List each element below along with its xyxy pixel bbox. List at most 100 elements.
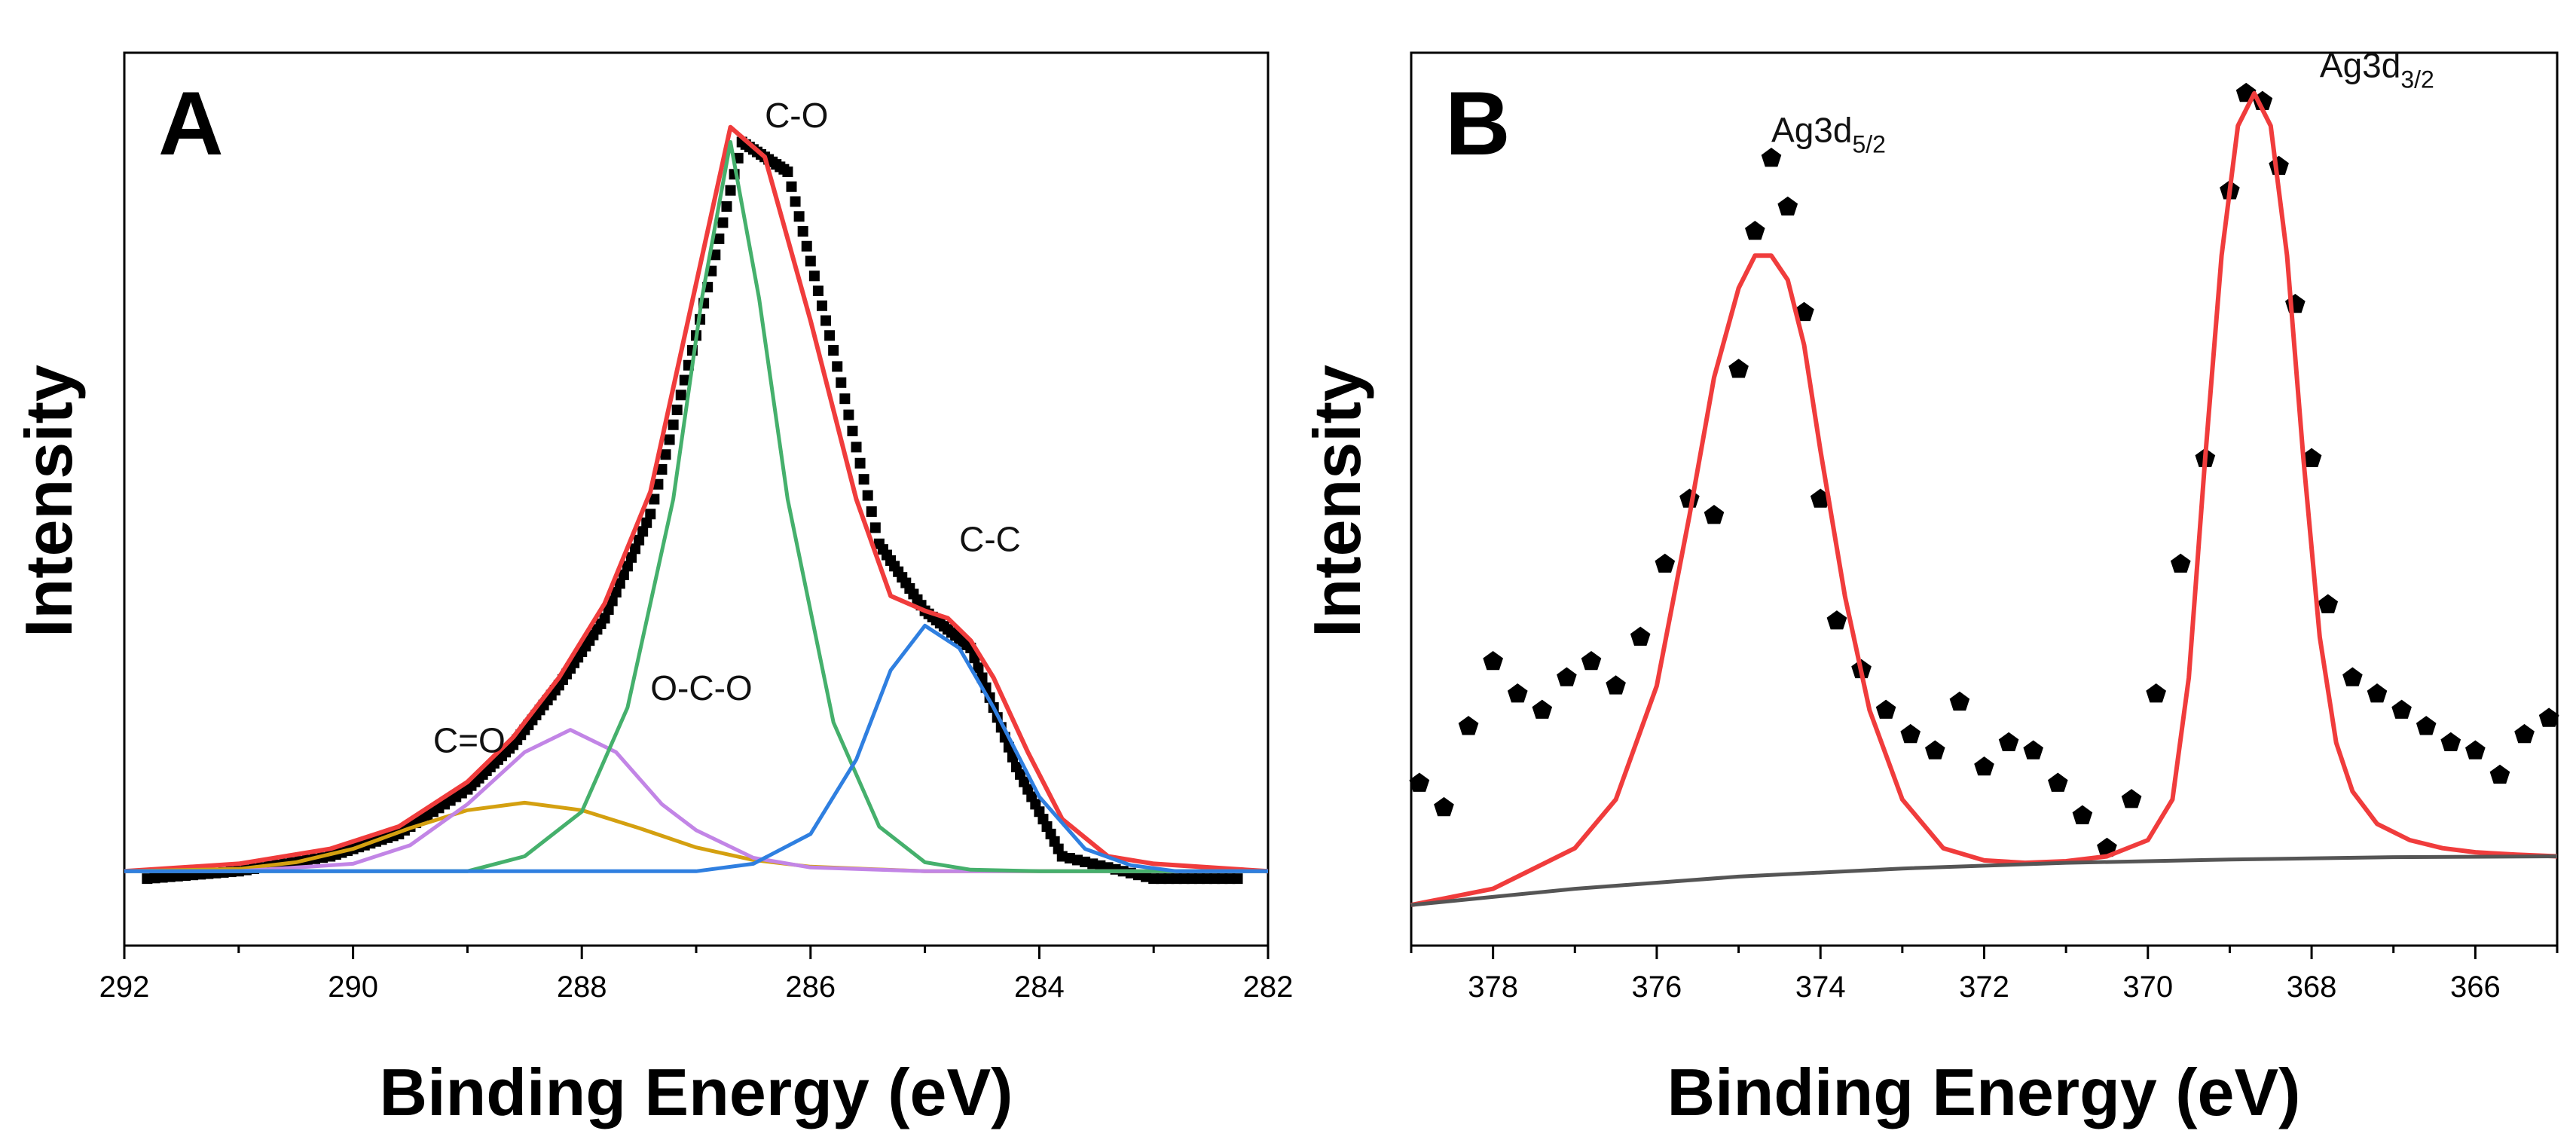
data-point <box>610 586 622 598</box>
data-point <box>2391 699 2412 719</box>
x-tick-label-b: 372 <box>1959 970 2009 1004</box>
data-point <box>1875 699 1896 719</box>
data-point <box>832 361 843 372</box>
data-point <box>866 506 877 517</box>
data-point <box>2416 716 2437 735</box>
data-point <box>1630 626 1651 646</box>
series-fit-line-b <box>1410 90 2558 908</box>
panel-letter-a: A <box>158 73 224 174</box>
y-axis-title-a: Intensity <box>11 365 86 637</box>
data-point <box>1745 221 1765 240</box>
x-tick-label-b: 376 <box>1632 970 1682 1004</box>
series-a <box>124 124 1269 885</box>
data-point <box>2121 789 2142 808</box>
data-point <box>618 569 629 580</box>
x-ticks-b: 378 376 374 372 370 368 366 <box>1410 946 2559 1004</box>
data-point <box>1998 732 2019 751</box>
plot-frame-b <box>1410 51 2559 947</box>
data-point <box>786 181 797 192</box>
data-point <box>645 509 656 520</box>
data-point <box>824 330 836 341</box>
data-point <box>793 211 805 222</box>
data-point <box>1232 873 1243 885</box>
data-point <box>820 315 832 326</box>
data-point <box>858 474 869 485</box>
x-tick-label-a: 282 <box>1243 970 1294 1004</box>
data-point <box>1949 691 1970 711</box>
x-tick-label-a: 284 <box>1014 970 1065 1004</box>
annotation-subscript: 5/2 <box>1852 131 1885 158</box>
data-point <box>1900 723 1921 744</box>
data-point <box>1458 716 1479 735</box>
panel-b: B Intensity Binding Energy (eV) 378 376 37… <box>1300 45 2559 1129</box>
x-tick-label-b: 368 <box>2287 970 2337 1004</box>
data-point <box>2170 553 2191 573</box>
data-point <box>710 249 721 261</box>
data-point <box>2301 448 2322 467</box>
data-point <box>1532 699 1553 719</box>
x-axis-title-a: Binding Energy (eV) <box>380 1055 1013 1129</box>
annotation-subscript: 3/2 <box>2400 66 2434 93</box>
data-point <box>607 595 618 607</box>
data-point <box>862 490 873 501</box>
panel-letter-b: B <box>1445 73 1511 174</box>
data-point <box>2538 708 2559 727</box>
data-point <box>1777 196 1798 215</box>
data-point <box>1409 772 1430 792</box>
series-measured-b <box>1409 82 2559 857</box>
data-point <box>812 286 824 296</box>
data-point <box>2072 805 2093 824</box>
data-point <box>641 517 652 528</box>
data-point <box>671 405 683 415</box>
data-point <box>797 226 808 237</box>
data-point <box>625 552 637 563</box>
x-tick-label-a: 290 <box>328 970 378 1004</box>
x-tick-label-a: 292 <box>99 970 150 1004</box>
x-tick-label-b: 366 <box>2450 970 2501 1004</box>
data-point <box>836 377 847 388</box>
data-point <box>721 201 732 212</box>
series-background-line-b <box>1410 854 2558 907</box>
data-point <box>1606 675 1626 695</box>
data-point <box>839 393 851 405</box>
data-point <box>828 345 839 356</box>
annotations-a: C-O C-C O-C-O C=O <box>433 96 1021 760</box>
data-point <box>808 270 820 282</box>
annotation-c-c-a: C-C <box>959 520 1021 559</box>
x-tick-label-b: 374 <box>1795 970 1846 1004</box>
data-point <box>2465 740 2486 759</box>
data-point <box>675 390 686 401</box>
data-point <box>656 464 668 475</box>
data-point <box>634 534 645 546</box>
data-point <box>637 526 649 537</box>
data-point <box>805 255 816 267</box>
data-point <box>843 409 854 420</box>
data-point <box>869 522 881 533</box>
data-point <box>801 240 812 252</box>
data-point <box>652 478 664 490</box>
series-c-c-line-a <box>124 623 1268 873</box>
x-tick-label-a: 286 <box>785 970 836 1004</box>
data-point <box>1557 667 1577 686</box>
data-point <box>1483 651 1503 671</box>
data-point <box>2318 594 2339 613</box>
data-point <box>1728 359 1749 378</box>
data-point <box>2489 764 2510 784</box>
data-point <box>854 457 866 469</box>
data-point <box>1974 756 1994 776</box>
data-point <box>2048 772 2068 792</box>
data-point <box>1434 796 1454 817</box>
data-point <box>1581 651 1602 671</box>
data-point <box>1007 751 1018 763</box>
data-point <box>630 543 641 555</box>
x-ticks-a: 292 290 288 286 284 282 <box>99 946 1294 1004</box>
panel-a: A Intensity Binding Energy (eV) 292 290 28… <box>11 51 1294 1129</box>
data-point <box>660 449 671 460</box>
data-point <box>714 233 725 244</box>
data-point <box>679 374 690 386</box>
data-point <box>668 419 679 430</box>
data-point <box>816 300 827 311</box>
x-tick-label-b: 370 <box>2122 970 2173 1004</box>
x-tick-label-b: 378 <box>1468 970 1518 1004</box>
data-point <box>2367 683 2388 703</box>
